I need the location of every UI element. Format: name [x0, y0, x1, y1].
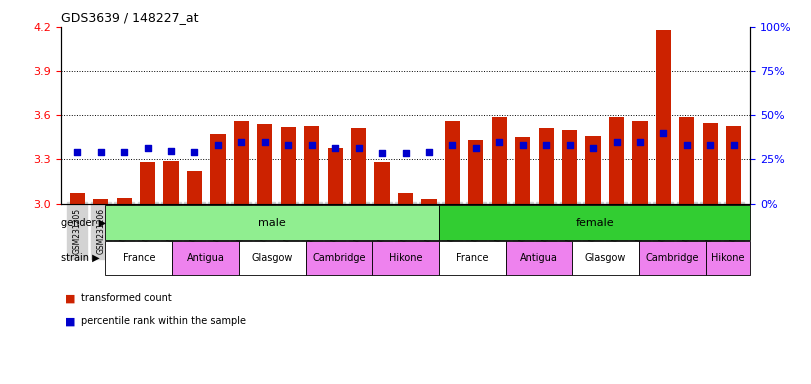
Bar: [210, 134, 225, 204]
Text: percentile rank within the sample: percentile rank within the sample: [81, 316, 246, 326]
Bar: [234, 121, 249, 204]
Bar: [117, 198, 131, 204]
Bar: [468, 140, 483, 204]
Point: [399, 151, 412, 157]
Bar: [726, 126, 741, 204]
Bar: [257, 124, 272, 204]
Bar: [172, 241, 238, 275]
Point: [118, 149, 131, 155]
Bar: [105, 241, 172, 275]
Text: Cambridge: Cambridge: [646, 253, 699, 263]
Text: male: male: [258, 218, 286, 228]
Point: [328, 144, 341, 151]
Text: ■: ■: [65, 293, 75, 303]
Bar: [573, 241, 639, 275]
Point: [633, 139, 646, 145]
Point: [423, 149, 436, 155]
Bar: [351, 129, 367, 204]
Point: [212, 142, 225, 148]
Point: [259, 139, 272, 145]
Bar: [281, 127, 296, 204]
Point: [493, 139, 506, 145]
Bar: [702, 122, 718, 204]
Bar: [680, 117, 694, 204]
Text: France: France: [122, 253, 155, 263]
Bar: [586, 136, 601, 204]
Bar: [93, 199, 109, 204]
Point: [586, 144, 599, 151]
Bar: [505, 241, 573, 275]
Bar: [187, 171, 202, 204]
Bar: [633, 121, 648, 204]
Text: female: female: [575, 218, 614, 228]
Text: Glasgow: Glasgow: [585, 253, 626, 263]
Point: [610, 139, 623, 145]
Bar: [163, 161, 178, 204]
Text: Cambridge: Cambridge: [312, 253, 366, 263]
Point: [352, 144, 365, 151]
Bar: [609, 117, 624, 204]
Bar: [539, 129, 554, 204]
Text: transformed count: transformed count: [81, 293, 172, 303]
Text: Glasgow: Glasgow: [251, 253, 293, 263]
Point: [281, 142, 294, 148]
Point: [727, 142, 740, 148]
Point: [188, 149, 201, 155]
Point: [657, 130, 670, 136]
Bar: [562, 130, 577, 204]
Bar: [422, 199, 436, 204]
Point: [470, 144, 483, 151]
Point: [305, 142, 318, 148]
Point: [71, 149, 84, 155]
Bar: [304, 126, 320, 204]
Bar: [238, 241, 306, 275]
Bar: [140, 162, 155, 204]
Point: [704, 142, 717, 148]
Point: [94, 149, 107, 155]
Text: Antigua: Antigua: [187, 253, 225, 263]
Point: [539, 142, 552, 148]
Point: [165, 147, 178, 154]
Bar: [372, 241, 439, 275]
Bar: [328, 147, 343, 204]
Text: GDS3639 / 148227_at: GDS3639 / 148227_at: [61, 11, 199, 24]
Bar: [444, 121, 460, 204]
Bar: [639, 241, 706, 275]
Bar: [398, 193, 413, 204]
Text: Hikone: Hikone: [711, 253, 744, 263]
Text: Antigua: Antigua: [520, 253, 558, 263]
Bar: [491, 117, 507, 204]
Bar: [306, 241, 372, 275]
Bar: [439, 205, 750, 240]
Bar: [70, 193, 85, 204]
Bar: [439, 241, 505, 275]
Bar: [105, 205, 439, 240]
Point: [563, 142, 576, 148]
Text: France: France: [456, 253, 488, 263]
Point: [141, 144, 154, 151]
Bar: [515, 137, 530, 204]
Text: gender ▶: gender ▶: [61, 218, 106, 228]
Text: Hikone: Hikone: [388, 253, 423, 263]
Point: [680, 142, 693, 148]
Text: strain ▶: strain ▶: [61, 253, 100, 263]
Point: [517, 142, 530, 148]
Point: [375, 151, 388, 157]
Text: ■: ■: [65, 316, 75, 326]
Point: [446, 142, 459, 148]
Bar: [656, 30, 671, 204]
Point: [235, 139, 248, 145]
Bar: [706, 241, 750, 275]
Bar: [375, 162, 389, 204]
